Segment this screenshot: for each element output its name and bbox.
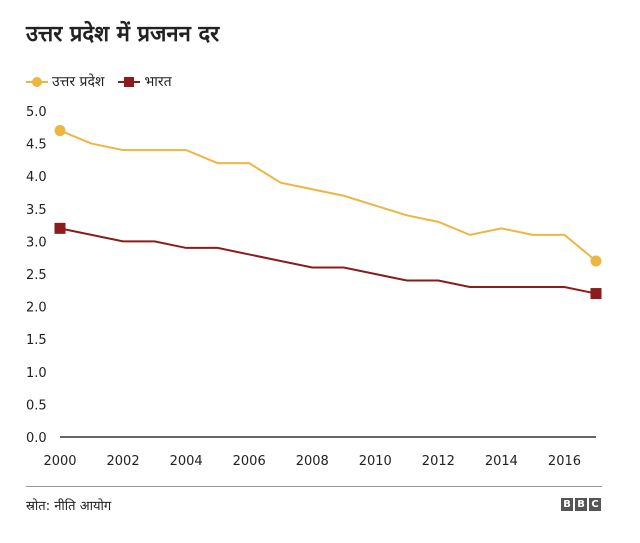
x-tick-label: 2010	[359, 454, 392, 469]
x-tick-label: 2006	[233, 454, 266, 469]
y-tick-label: 0.5	[26, 398, 47, 413]
x-tick-label: 2012	[422, 454, 455, 469]
legend-item-up: उत्तर प्रदेश	[26, 72, 104, 91]
y-tick-label: 3.0	[26, 235, 47, 250]
y-tick-label: 4.0	[26, 170, 47, 185]
y-tick-label: 4.5	[26, 138, 47, 153]
bbc-logo: B B C	[559, 498, 601, 511]
line-chart: 0.0 0.5 1.0 1.5 2.0 2.5 3.0 3.5 4.0 4.5 5.0 2000 200…	[26, 105, 602, 469]
y-tick-label: 3.5	[26, 203, 47, 218]
source-note: स्रोत: नीति आयोग	[26, 499, 112, 514]
bbc-logo-letter: B	[561, 498, 573, 511]
series-end-marker	[590, 288, 602, 300]
bbc-logo-letter: B	[575, 498, 587, 511]
series-end-marker	[54, 125, 66, 137]
series-end-marker	[54, 222, 66, 234]
footer-divider	[26, 486, 602, 487]
series-line-0	[59, 129, 597, 262]
series-end-marker	[590, 255, 602, 267]
bbc-logo-letter: C	[589, 498, 601, 511]
x-tick-label: 2004	[170, 454, 203, 469]
y-tick-label: 2.0	[26, 301, 47, 316]
legend-square-marker-icon	[118, 76, 141, 87]
x-tick-label: 2000	[43, 454, 76, 469]
x-tick-label: 2008	[296, 454, 329, 469]
legend-label-india: भारत	[144, 74, 172, 90]
legend-item-india: भारत	[118, 72, 172, 91]
series-line-1	[59, 227, 597, 295]
y-tick-label: 2.5	[26, 268, 47, 283]
x-tick-label: 2014	[485, 454, 518, 469]
legend-circle-marker-icon	[26, 76, 48, 87]
legend-label-up: उत्तर प्रदेश	[52, 74, 105, 90]
y-tick-label: 1.5	[26, 333, 47, 348]
y-tick-label: 0.0	[26, 431, 47, 446]
legend: उत्तर प्रदेश भारत	[26, 72, 186, 91]
x-tick-label: 2002	[107, 454, 140, 469]
y-tick-label: 1.0	[26, 366, 47, 381]
x-tick-label: 2016	[548, 454, 581, 469]
y-tick-label: 5.0	[26, 105, 47, 120]
chart-title: उत्तर प्रदेश में प्रजनन दर	[26, 22, 220, 47]
